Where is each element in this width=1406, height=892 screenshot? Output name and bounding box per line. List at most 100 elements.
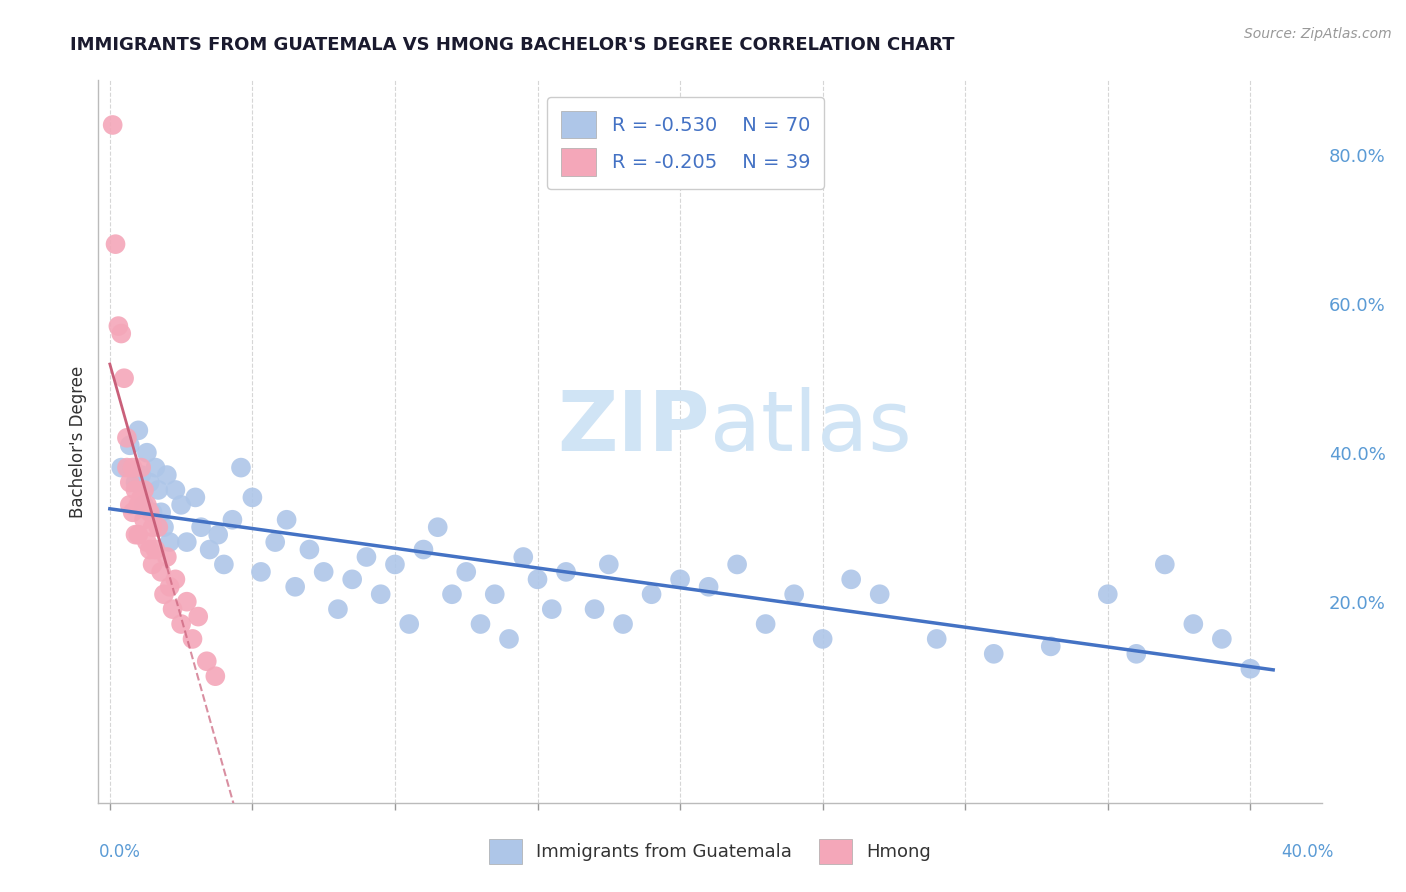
Point bbox=[115, 431, 138, 445]
Point bbox=[312, 565, 335, 579]
Point bbox=[440, 587, 463, 601]
Point bbox=[176, 595, 198, 609]
Point bbox=[1039, 640, 1062, 654]
Point bbox=[165, 483, 187, 497]
Point bbox=[264, 535, 287, 549]
Point bbox=[142, 558, 165, 572]
Point bbox=[124, 475, 146, 490]
Point bbox=[121, 460, 143, 475]
Point bbox=[242, 491, 264, 505]
Point bbox=[755, 617, 778, 632]
Point bbox=[104, 237, 127, 252]
Point bbox=[132, 498, 155, 512]
Point bbox=[1125, 647, 1147, 661]
Text: 40.0%: 40.0% bbox=[1281, 843, 1334, 861]
Point bbox=[145, 460, 167, 475]
Point bbox=[118, 438, 141, 452]
Point bbox=[412, 542, 434, 557]
Point bbox=[598, 558, 620, 572]
Point bbox=[669, 572, 692, 586]
Point bbox=[145, 542, 167, 557]
Point bbox=[212, 558, 235, 572]
Point bbox=[142, 520, 165, 534]
Point bbox=[284, 580, 307, 594]
Point bbox=[1239, 662, 1261, 676]
Point bbox=[983, 647, 1005, 661]
Point bbox=[148, 520, 170, 534]
Point bbox=[129, 460, 152, 475]
Point bbox=[124, 483, 146, 497]
Point bbox=[127, 527, 149, 541]
Point bbox=[139, 475, 162, 490]
Point bbox=[127, 423, 149, 437]
Point bbox=[811, 632, 834, 646]
Point bbox=[129, 468, 152, 483]
Point bbox=[132, 513, 155, 527]
Point bbox=[135, 446, 157, 460]
Point bbox=[139, 505, 162, 519]
Point bbox=[170, 617, 193, 632]
Text: IMMIGRANTS FROM GUATEMALA VS HMONG BACHELOR'S DEGREE CORRELATION CHART: IMMIGRANTS FROM GUATEMALA VS HMONG BACHE… bbox=[70, 36, 955, 54]
Point bbox=[148, 483, 170, 497]
Point bbox=[839, 572, 862, 586]
Point bbox=[398, 617, 420, 632]
Point bbox=[204, 669, 226, 683]
Point bbox=[869, 587, 891, 601]
Point bbox=[484, 587, 506, 601]
Point bbox=[526, 572, 548, 586]
Point bbox=[139, 542, 162, 557]
Point bbox=[153, 587, 176, 601]
Point bbox=[612, 617, 634, 632]
Point bbox=[326, 602, 349, 616]
Point bbox=[156, 468, 179, 483]
Point bbox=[229, 460, 252, 475]
Point bbox=[426, 520, 449, 534]
Point bbox=[170, 498, 193, 512]
Point bbox=[129, 491, 152, 505]
Point bbox=[555, 565, 578, 579]
Point bbox=[498, 632, 520, 646]
Point bbox=[107, 319, 129, 334]
Point bbox=[184, 491, 207, 505]
Point bbox=[181, 632, 204, 646]
Point bbox=[150, 565, 173, 579]
Point bbox=[121, 505, 143, 519]
Y-axis label: Bachelor's Degree: Bachelor's Degree bbox=[69, 366, 87, 517]
Point bbox=[187, 609, 209, 624]
Point bbox=[153, 520, 176, 534]
Point bbox=[101, 118, 124, 132]
Point bbox=[783, 587, 806, 601]
Point bbox=[470, 617, 492, 632]
Point bbox=[150, 505, 173, 519]
Point bbox=[112, 371, 135, 385]
Point bbox=[110, 326, 132, 341]
Point bbox=[250, 565, 273, 579]
Point bbox=[198, 542, 221, 557]
Point bbox=[1153, 558, 1175, 572]
Point bbox=[697, 580, 720, 594]
Point bbox=[456, 565, 478, 579]
Point bbox=[156, 549, 179, 564]
Point bbox=[135, 535, 157, 549]
Point bbox=[583, 602, 606, 616]
Point bbox=[540, 602, 562, 616]
Point bbox=[127, 498, 149, 512]
Point bbox=[340, 572, 363, 586]
Point bbox=[159, 580, 181, 594]
Point bbox=[162, 602, 184, 616]
Point bbox=[195, 654, 218, 668]
Point bbox=[512, 549, 534, 564]
Text: atlas: atlas bbox=[710, 386, 911, 467]
Point bbox=[725, 558, 748, 572]
Point bbox=[118, 498, 141, 512]
Point bbox=[370, 587, 392, 601]
Point bbox=[1211, 632, 1233, 646]
Text: 0.0%: 0.0% bbox=[98, 843, 141, 861]
Text: ZIP: ZIP bbox=[558, 386, 710, 467]
Point bbox=[115, 460, 138, 475]
Point bbox=[221, 513, 243, 527]
Point bbox=[176, 535, 198, 549]
Point bbox=[298, 542, 321, 557]
Point bbox=[132, 483, 155, 497]
Point bbox=[110, 460, 132, 475]
